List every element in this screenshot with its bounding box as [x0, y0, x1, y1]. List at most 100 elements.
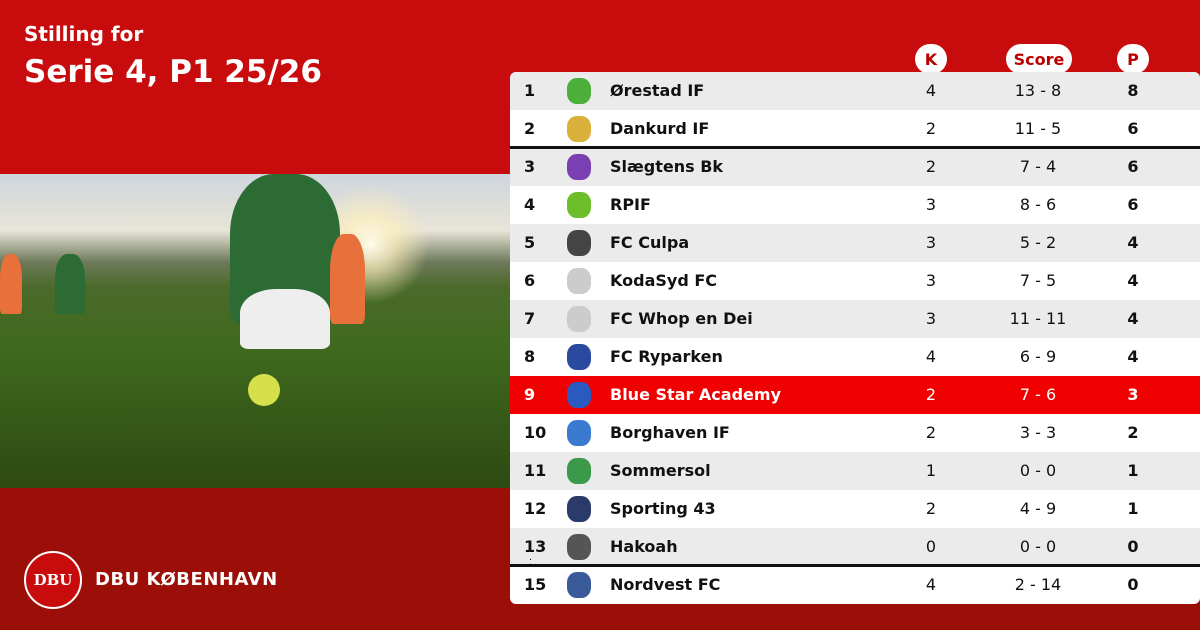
score: 0 - 0 — [1019, 461, 1057, 480]
matches-played: 4 — [925, 575, 937, 594]
table-row[interactable]: 11 Sommersol 1 0 - 0 1 — [510, 452, 1200, 490]
rank: 7 — [524, 309, 536, 328]
club-crest-icon — [567, 496, 591, 522]
skipped-rows-indicator: · · — [529, 555, 533, 571]
score: 6 - 9 — [1019, 347, 1057, 366]
dbu-logo: DBU — [24, 551, 82, 609]
matches-played: 2 — [925, 157, 937, 176]
score: 7 - 4 — [1019, 157, 1057, 176]
score: 3 - 3 — [1019, 423, 1057, 442]
table-row[interactable]: 5 FC Culpa 3 5 - 2 4 — [510, 224, 1200, 262]
team-name: Borghaven IF — [610, 423, 730, 442]
table-row[interactable]: 15 Nordvest FC 4 2 - 14 0 — [510, 566, 1200, 604]
table-row[interactable]: 10 Borghaven IF 2 3 - 3 2 — [510, 414, 1200, 452]
football-photo — [0, 174, 510, 488]
page-title: Serie 4, P1 25/26 — [24, 54, 322, 90]
matches-played: 1 — [925, 461, 937, 480]
table-row[interactable]: 3 Slægtens Bk 2 7 - 4 6 — [510, 148, 1200, 186]
column-header-k: K — [915, 44, 947, 74]
table-row[interactable]: 8 FC Ryparken 4 6 - 9 4 — [510, 338, 1200, 376]
player-figure — [0, 254, 22, 314]
points: 0 — [1127, 537, 1139, 556]
score: 13 - 8 — [1014, 81, 1062, 100]
column-header-p: P — [1117, 44, 1149, 74]
rank: 6 — [524, 271, 536, 290]
player-figure — [330, 234, 365, 324]
rank: 8 — [524, 347, 536, 366]
team-name: Blue Star Academy — [610, 385, 781, 404]
separator-line — [510, 146, 1200, 149]
points: 2 — [1127, 423, 1139, 442]
rank: 9 — [524, 385, 536, 404]
points: 1 — [1127, 499, 1139, 518]
club-crest-icon — [567, 192, 591, 218]
club-crest-icon — [567, 458, 591, 484]
team-name: Ørestad IF — [610, 81, 705, 100]
points: 4 — [1127, 271, 1139, 290]
score: 11 - 5 — [1014, 119, 1062, 138]
table-row[interactable]: 2 Dankurd IF 2 11 - 5 6 — [510, 110, 1200, 148]
team-name: Slægtens Bk — [610, 157, 724, 176]
club-crest-icon — [567, 382, 591, 408]
points: 6 — [1127, 157, 1139, 176]
team-name: FC Ryparken — [610, 347, 723, 366]
team-name: FC Whop en Dei — [610, 309, 753, 328]
matches-played: 0 — [925, 537, 937, 556]
points: 3 — [1127, 385, 1139, 404]
table-row[interactable]: 12 Sporting 43 2 4 - 9 1 — [510, 490, 1200, 528]
rank: 5 — [524, 233, 536, 252]
team-name: RPIF — [610, 195, 651, 214]
score: 5 - 2 — [1019, 233, 1057, 252]
table-row[interactable]: 13 Hakoah 0 0 - 0 0 — [510, 528, 1200, 566]
player-shorts — [240, 289, 330, 349]
score: 11 - 11 — [1009, 309, 1067, 328]
club-crest-icon — [567, 306, 591, 332]
score: 8 - 6 — [1019, 195, 1057, 214]
team-name: KodaSyd FC — [610, 271, 718, 290]
club-crest-icon — [567, 344, 591, 370]
matches-played: 2 — [925, 499, 937, 518]
points: 4 — [1127, 347, 1139, 366]
rank: 12 — [524, 499, 547, 518]
points: 1 — [1127, 461, 1139, 480]
matches-played: 2 — [925, 423, 937, 442]
table-row[interactable]: 9 Blue Star Academy 2 7 - 6 3 — [510, 376, 1200, 414]
points: 6 — [1127, 119, 1139, 138]
club-crest-icon — [567, 154, 591, 180]
matches-played: 2 — [925, 385, 937, 404]
club-crest-icon — [567, 534, 591, 560]
team-name: Dankurd IF — [610, 119, 710, 138]
score: 2 - 14 — [1014, 575, 1062, 594]
table-row[interactable]: 6 KodaSyd FC 3 7 - 5 4 — [510, 262, 1200, 300]
score: 7 - 5 — [1019, 271, 1057, 290]
matches-played: 2 — [925, 119, 937, 138]
club-crest-icon — [567, 116, 591, 142]
score: 7 - 6 — [1019, 385, 1057, 404]
brand-name: DBU KØBENHAVN — [95, 569, 278, 590]
rank: 13 — [524, 537, 547, 556]
rank: 10 — [524, 423, 547, 442]
matches-played: 3 — [925, 309, 937, 328]
club-crest-icon — [567, 420, 591, 446]
club-crest-icon — [567, 268, 591, 294]
points: 0 — [1127, 575, 1139, 594]
points: 6 — [1127, 195, 1139, 214]
rank: 11 — [524, 461, 547, 480]
points: 8 — [1127, 81, 1139, 100]
football — [248, 374, 280, 406]
score: 0 - 0 — [1019, 537, 1057, 556]
matches-played: 4 — [925, 81, 937, 100]
points: 4 — [1127, 233, 1139, 252]
matches-played: 3 — [925, 195, 937, 214]
team-name: Sommersol — [610, 461, 711, 480]
subtitle: Stilling for — [24, 22, 144, 46]
club-crest-icon — [567, 572, 591, 598]
table-row[interactable]: 1 Ørestad IF 4 13 - 8 8 — [510, 72, 1200, 110]
table-row[interactable]: 4 RPIF 3 8 - 6 6 — [510, 186, 1200, 224]
matches-played: 3 — [925, 271, 937, 290]
separator-line — [510, 564, 1200, 567]
team-name: Nordvest FC — [610, 575, 721, 594]
table-row[interactable]: 7 FC Whop en Dei 3 11 - 11 4 — [510, 300, 1200, 338]
rank: 15 — [524, 575, 547, 594]
